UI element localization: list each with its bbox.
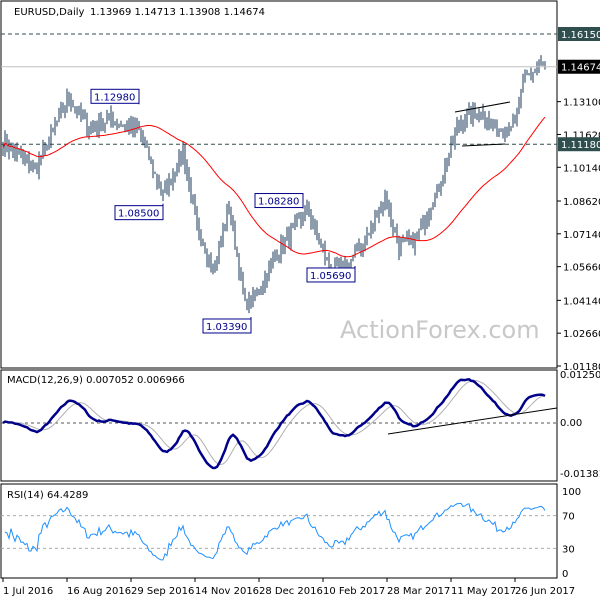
date-label: 1 Jul 2016 — [3, 586, 53, 597]
price-tick-label: 1.02660 — [563, 329, 600, 340]
triangle-upper-line — [454, 101, 511, 113]
rsi-tick-label: 0 — [562, 569, 568, 580]
macd-line — [2, 377, 546, 470]
rsi-tick-label: 70 — [562, 512, 575, 523]
annotation-label: 1.08280 — [258, 197, 299, 208]
date-label: 28 Dec 2016 — [259, 586, 323, 597]
date-label: 29 Sep 2016 — [131, 586, 194, 597]
macd-signal-line — [2, 379, 546, 466]
triangle-lower-line — [461, 143, 506, 147]
macd-tick-label: 0.012509 — [560, 370, 600, 381]
macd-panel — [0, 369, 558, 482]
rsi-tick-label: 30 — [562, 544, 575, 555]
current-price-label: 1.14674 — [561, 63, 600, 74]
date-label: 11 May 2017 — [451, 586, 516, 597]
price-tick-label: 1.07140 — [563, 230, 600, 241]
level-label: 1.11180 — [561, 140, 600, 151]
date-label: 16 Aug 2016 — [67, 586, 131, 597]
date-label: 26 Jun 2017 — [515, 586, 575, 597]
annotation-label: 1.08500 — [118, 209, 159, 220]
annotation-label: 1.03390 — [206, 322, 247, 333]
price-panel — [0, 0, 558, 369]
level-tag — [558, 137, 600, 152]
level-tag — [558, 27, 600, 41]
watermark: ActionForex.com — [340, 316, 540, 344]
price-tick-label: 1.10140 — [563, 163, 600, 174]
moving-average-line — [2, 116, 546, 258]
ohlc-header: 1.13969 1.14713 1.13908 1.14674 — [90, 7, 265, 18]
rsi-panel — [0, 483, 558, 579]
price-tick-label: 1.05660 — [563, 263, 600, 274]
rsi-label: RSI(14) 64.4289 — [7, 490, 88, 501]
macd-label: MACD(12,26,9) 0.007052 0.006966 — [7, 375, 185, 386]
date-label: 10 Feb 2017 — [323, 586, 385, 597]
price-tick-label: 1.08620 — [563, 197, 600, 208]
price-tick-label: 1.13100 — [563, 98, 600, 109]
macd-tick-label: 0.00 — [560, 418, 582, 429]
price-tick-label: 1.04140 — [563, 296, 600, 307]
annotation-label: 1.12980 — [94, 92, 135, 103]
annotation-label: 1.05690 — [310, 271, 351, 282]
macd-trend-line — [387, 407, 558, 435]
level-label: 1.16150 — [561, 30, 600, 41]
chart-title: EURUSD,Daily — [14, 7, 85, 18]
price-tick-label: 1.01180 — [563, 362, 600, 373]
date-label: 28 Mar 2017 — [387, 586, 450, 597]
current-price-tag — [558, 59, 600, 74]
macd-tick-label: -0.013813 — [560, 469, 600, 480]
rsi-tick-label: 100 — [562, 487, 581, 498]
price-tick-label: 1.11620 — [563, 130, 600, 141]
rsi-line — [4, 502, 546, 561]
date-label: 14 Nov 2016 — [195, 586, 259, 597]
